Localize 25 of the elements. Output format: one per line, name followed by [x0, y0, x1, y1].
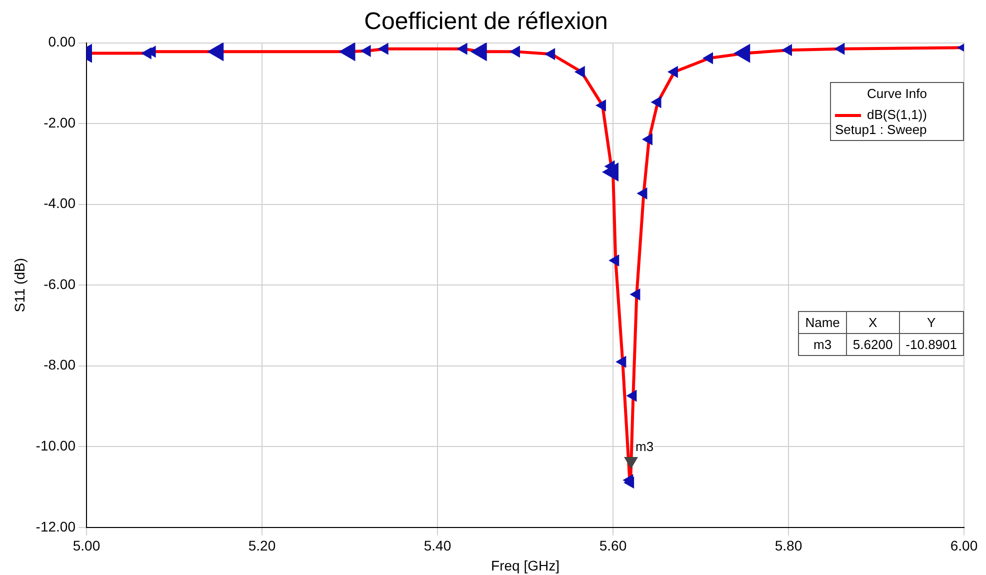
annotation: m3 [798, 334, 846, 356]
y-tick-label: -10.00 [36, 437, 76, 454]
x-tick-label: 5.20 [248, 538, 276, 554]
y-axis-title: S11 (dB) [11, 258, 28, 312]
y-tick-label: -2.00 [44, 114, 76, 130]
x-tick-label: 5.00 [72, 538, 100, 554]
x-tick-label: 5.40 [424, 538, 452, 554]
x-tick-label: 5.80 [774, 538, 802, 554]
annotation: m3 [636, 438, 654, 454]
annotation: X [846, 312, 900, 334]
x-tick-label: 5.60 [599, 538, 627, 554]
x-tick-label: 6.00 [950, 538, 978, 554]
y-tick-label: 0.00 [48, 34, 76, 50]
annotation: 5.6200 [846, 334, 900, 356]
y-tick-label: -6.00 [44, 276, 76, 292]
legend-label: dB(S(1,1)) Setup1 : Sweep [835, 107, 927, 137]
annotation: -10.8901 [899, 334, 964, 356]
legend-title: Curve Info [866, 85, 928, 103]
chart-title: Coefficient de réflexion [364, 8, 608, 36]
y-tick-label: -4.00 [44, 195, 76, 212]
annotation: Name [798, 312, 846, 334]
annotation: Y [899, 312, 964, 334]
x-axis-title: Freq [GHz] [491, 557, 560, 574]
y-tick-label: -8.00 [44, 356, 76, 373]
y-tick-label: -12.00 [36, 518, 76, 534]
